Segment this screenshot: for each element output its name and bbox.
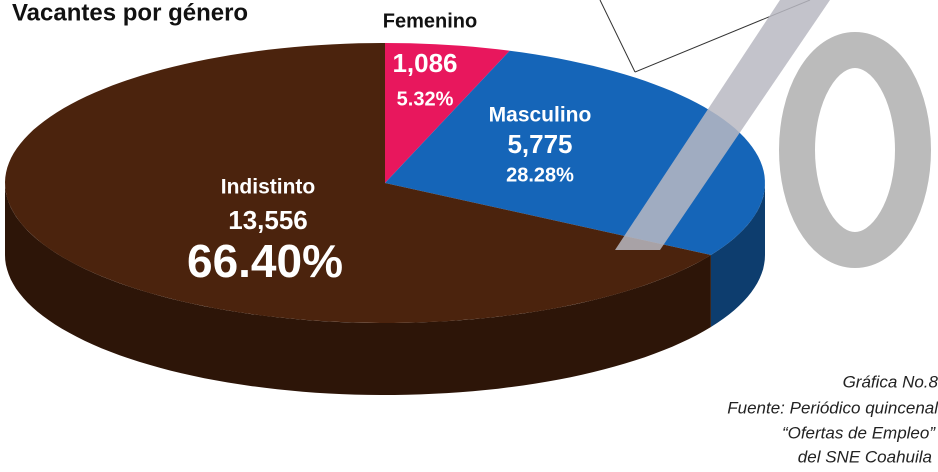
pie <box>5 43 765 395</box>
count-label: 13,556 <box>228 205 308 235</box>
chart-title: Vacantes por género <box>12 0 248 26</box>
pie-slice-side <box>5 183 711 395</box>
footnote: del SNE Coahuila <box>798 447 932 466</box>
count-label: 5,775 <box>507 129 572 159</box>
value-label: 5.32% <box>397 88 454 110</box>
pie-slice-side <box>710 183 765 327</box>
category-label: Masculino <box>489 104 592 127</box>
pie-slice <box>5 43 711 323</box>
footnote: “Ofertas de Empleo” <box>782 423 936 442</box>
value-label: 66.40% <box>187 235 343 287</box>
count-label: 1,086 <box>392 48 457 78</box>
pie-slice <box>385 43 510 183</box>
category-label: Indistinto <box>221 176 315 199</box>
footnote: Fuente: Periódico quincenal <box>727 398 938 417</box>
decoration <box>615 0 830 250</box>
value-label: 28.28% <box>506 164 574 186</box>
footnote: Gráfica No.8 <box>843 372 938 391</box>
category-label: Femenino <box>383 10 477 32</box>
